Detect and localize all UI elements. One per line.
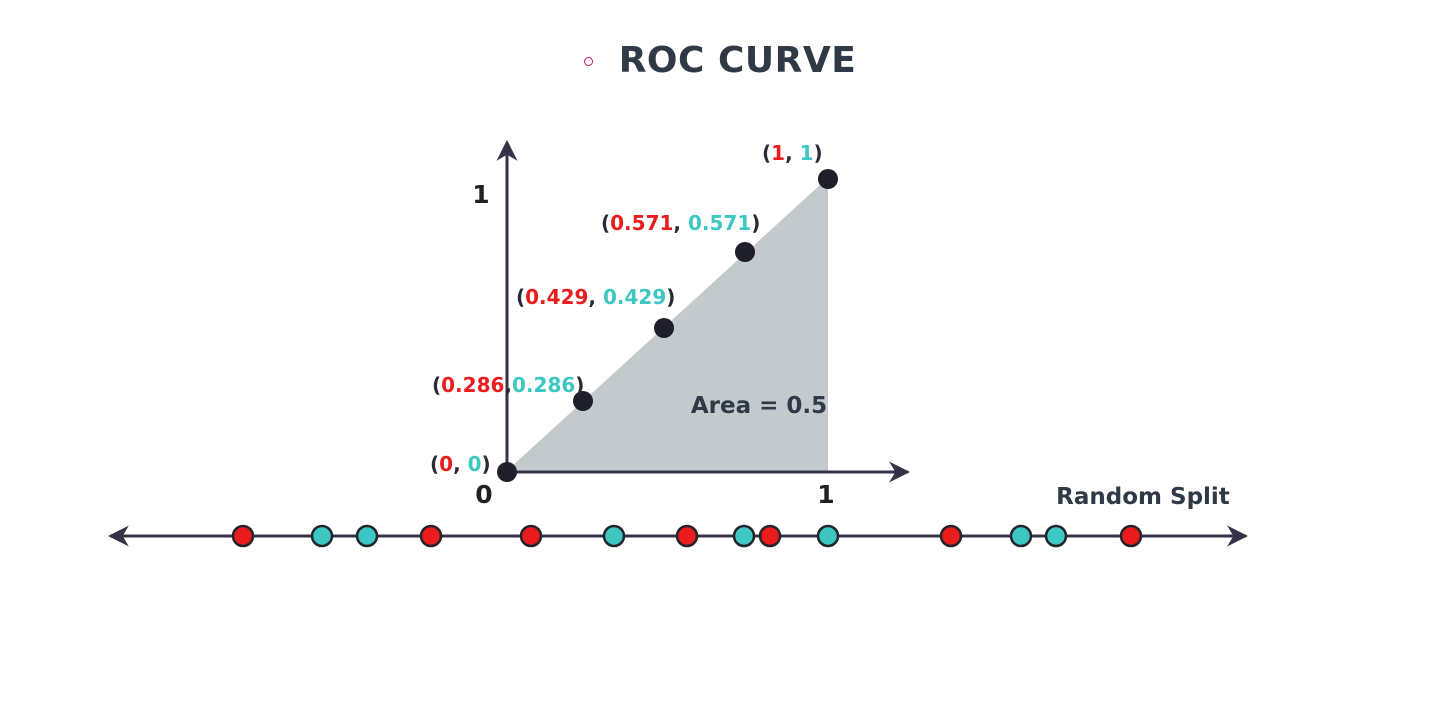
red-point [1119, 524, 1143, 548]
point-label-x: 1 [771, 141, 785, 165]
roc-point [573, 391, 593, 411]
teal-point [1044, 524, 1068, 548]
point-label-y: 0 [468, 452, 482, 476]
roc-point [735, 242, 755, 262]
point-label-2: (0.429, 0.429) [516, 285, 675, 309]
teal-point [732, 524, 756, 548]
red-point [231, 524, 255, 548]
axis-origin-label: 0 [475, 480, 492, 509]
x-axis-one-label: 1 [817, 480, 834, 509]
teal-point [602, 524, 626, 548]
teal-point [355, 524, 379, 548]
y-axis-one-label: 1 [472, 180, 489, 209]
red-point [419, 524, 443, 548]
point-label-0: (0, 0) [430, 452, 491, 476]
red-point [519, 524, 543, 548]
red-point [758, 524, 782, 548]
red-point [675, 524, 699, 548]
number-line-points [231, 524, 1143, 548]
point-label-3: (0.571, 0.571) [601, 211, 760, 235]
roc-points [497, 169, 838, 482]
teal-point [310, 524, 334, 548]
red-point [939, 524, 963, 548]
point-label-1: (0.286,0.286) [432, 373, 584, 397]
roc-point [818, 169, 838, 189]
roc-point [497, 462, 517, 482]
roc-point [654, 318, 674, 338]
teal-point [1009, 524, 1033, 548]
title-row: ROC CURVE [0, 40, 1440, 81]
point-label-y: 0.429 [603, 285, 666, 309]
point-label-x: 0 [439, 452, 453, 476]
area-label: Area = 0.5 [691, 393, 827, 419]
teal-point [816, 524, 840, 548]
point-label-y: 1 [800, 141, 814, 165]
page-title: ROC CURVE [618, 40, 857, 81]
point-label-x: 0.429 [525, 285, 588, 309]
point-label-4: (1, 1) [762, 141, 823, 165]
point-label-x: 0.571 [610, 211, 673, 235]
number-line-label: Random Split [1056, 484, 1230, 510]
point-label-y: 0.286 [512, 373, 575, 397]
point-label-x: 0.286 [441, 373, 504, 397]
bullet-icon [583, 57, 593, 66]
point-label-y: 0.571 [688, 211, 751, 235]
